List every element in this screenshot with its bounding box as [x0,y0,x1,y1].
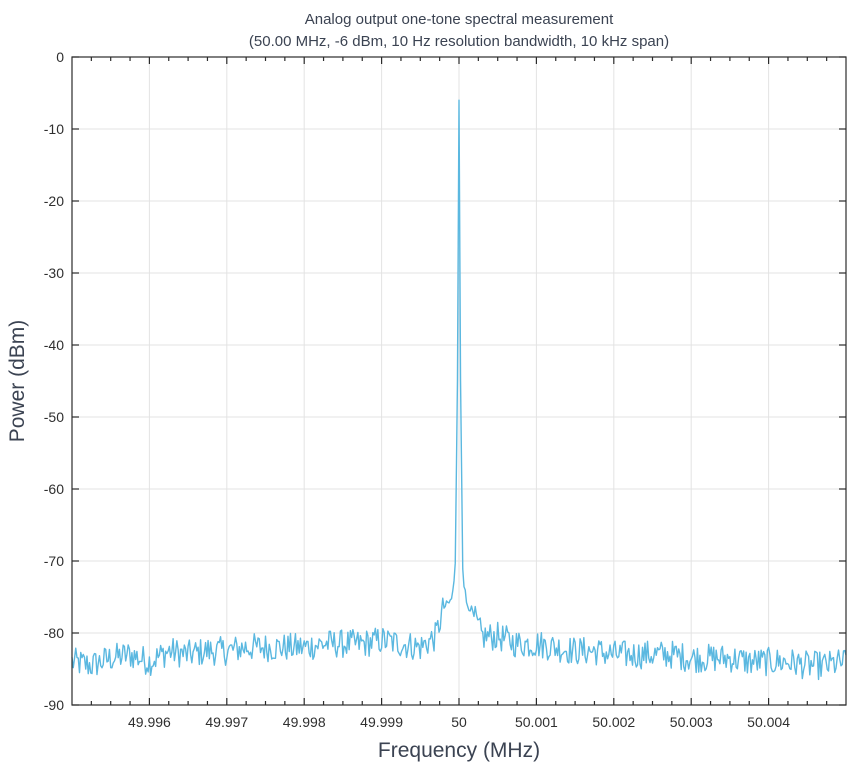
x-tick-label: 50 [451,714,467,730]
spectrum-series-line [71,99,847,681]
x-tick-label: 50.003 [670,714,713,730]
y-tick-label: -70 [44,553,64,569]
axis-ticks: 49.996 49.997 49.998 49.999 50 50.001 50.002 50… [44,49,846,730]
x-tick-label: 49.996 [128,714,171,730]
y-axis-label: Power (dBm) [6,320,29,443]
y-tick-label: -30 [44,265,64,281]
x-tick-label: 49.999 [360,714,403,730]
y-tick-label: -40 [44,337,64,353]
chart-title: Analog output one-tone spectral measurem… [305,11,614,28]
x-tick-label: 49.997 [205,714,248,730]
x-tick-label: 50.002 [592,714,635,730]
x-tick-label: 50.001 [515,714,558,730]
chart-subtitle: (50.00 MHz, -6 dBm, 10 Hz resolution ban… [249,33,669,50]
y-tick-label: 0 [56,49,64,65]
y-tick-label: -10 [44,121,64,137]
y-tick-label: -90 [44,697,64,713]
series-layer [71,99,847,681]
x-tick-label: 50.004 [747,714,790,730]
y-tick-label: -60 [44,481,64,497]
grid-lines [72,56,846,706]
x-axis-label: Frequency (MHz) [378,739,540,762]
y-tick-label: -80 [44,625,64,641]
y-tick-label: -20 [44,193,64,209]
y-tick-label: -50 [44,409,64,425]
x-tick-label: 49.998 [283,714,326,730]
